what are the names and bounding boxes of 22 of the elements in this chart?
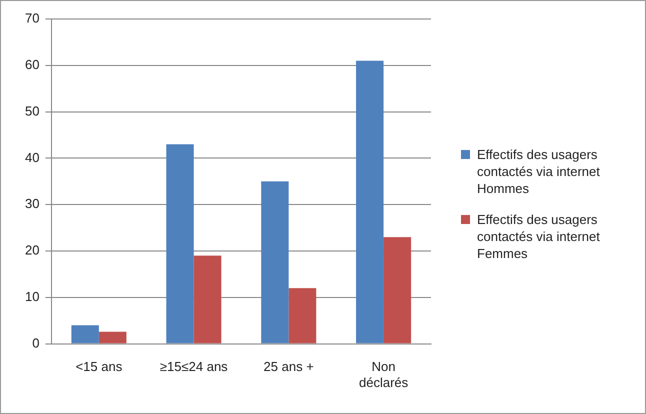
y-tick-label: 60 (24, 56, 40, 72)
bar (288, 288, 316, 344)
bar (356, 60, 384, 344)
bar (71, 325, 99, 344)
y-tick-label: 50 (24, 103, 40, 118)
y-tick-label: 40 (24, 150, 40, 165)
y-tick-label: 10 (24, 288, 40, 304)
y-tick-label: 20 (24, 242, 40, 258)
legend-label: Effectifs des usagers contactés via internet Hommes (477, 146, 601, 197)
bar (261, 181, 289, 344)
y-tick-label: 0 (32, 335, 40, 350)
legend-label: Effectifs des usagers contactés via internet Femmes (477, 211, 601, 262)
x-tick-label: 25 ans + (264, 359, 314, 374)
y-tick-label: 30 (24, 196, 40, 212)
bar (166, 144, 194, 344)
bar (194, 256, 222, 344)
bar (98, 332, 126, 344)
bar (384, 237, 412, 344)
y-tick-label: 70 (24, 10, 40, 26)
x-tick-label: ≥15≤24 ans (160, 359, 228, 374)
x-tick-label: Non déclarés (358, 359, 409, 390)
x-tick-label: <15 ans (76, 359, 123, 374)
